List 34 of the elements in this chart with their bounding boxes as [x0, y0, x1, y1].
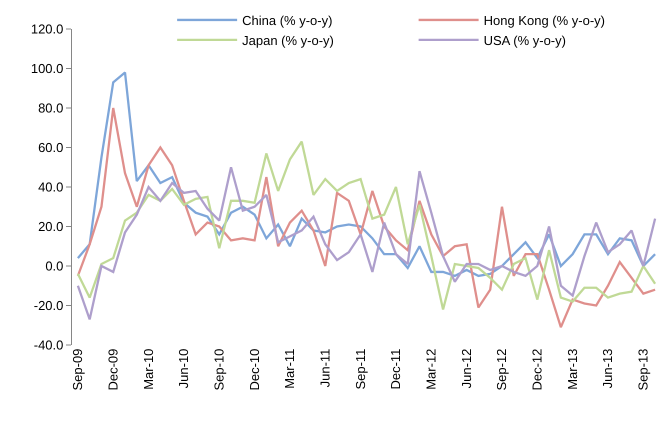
x-tick-label: Jun-12	[458, 348, 474, 388]
x-tick-label: Sep-13	[636, 348, 651, 391]
x-tick-label: Mar-10	[140, 348, 156, 390]
x-tick-label: Dec-12	[530, 348, 545, 391]
x-tick-label: Sep-11	[352, 348, 368, 390]
legend-label: Hong Kong (% y-o-y)	[484, 13, 606, 28]
y-tick-label: 20.0	[38, 219, 64, 234]
line-series	[76, 140, 656, 311]
x-tick-label: Mar-13	[564, 348, 580, 390]
x-tick-label: Jun-10	[176, 348, 192, 388]
y-tick-label: -20.0	[34, 298, 64, 314]
line-series	[76, 166, 656, 320]
line-series	[76, 106, 656, 328]
y-tick-label: 40.0	[38, 180, 64, 195]
line-series	[76, 71, 656, 278]
x-tick-label: Sep-10	[211, 348, 226, 391]
legend-label: China (% y-o-y)	[242, 13, 332, 28]
y-tick-label: -40.0	[34, 338, 64, 353]
x-tick-label: Dec-11	[388, 348, 404, 390]
y-tick-label: 120.0	[30, 22, 64, 37]
x-tick-label: Dec-10	[246, 348, 262, 391]
x-tick-label: Dec-09	[105, 348, 120, 391]
x-tick-label: Mar-12	[424, 348, 439, 390]
y-tick-label: 80.0	[38, 100, 64, 116]
x-tick-label: Jun-11	[317, 348, 332, 388]
legend-label: USA (% y-o-y)	[484, 32, 566, 48]
y-tick-label: 0.0	[45, 258, 64, 274]
y-tick-label: 100.0	[30, 61, 64, 76]
x-tick-label: Sep-09	[70, 348, 86, 391]
x-tick-label: Jun-13	[600, 348, 616, 388]
legend-label: Japan (% y-o-y)	[242, 32, 334, 48]
x-tick-label: Mar-11	[282, 348, 298, 389]
x-tick-label: Sep-12	[494, 348, 510, 391]
y-tick-label: 60.0	[38, 140, 64, 156]
